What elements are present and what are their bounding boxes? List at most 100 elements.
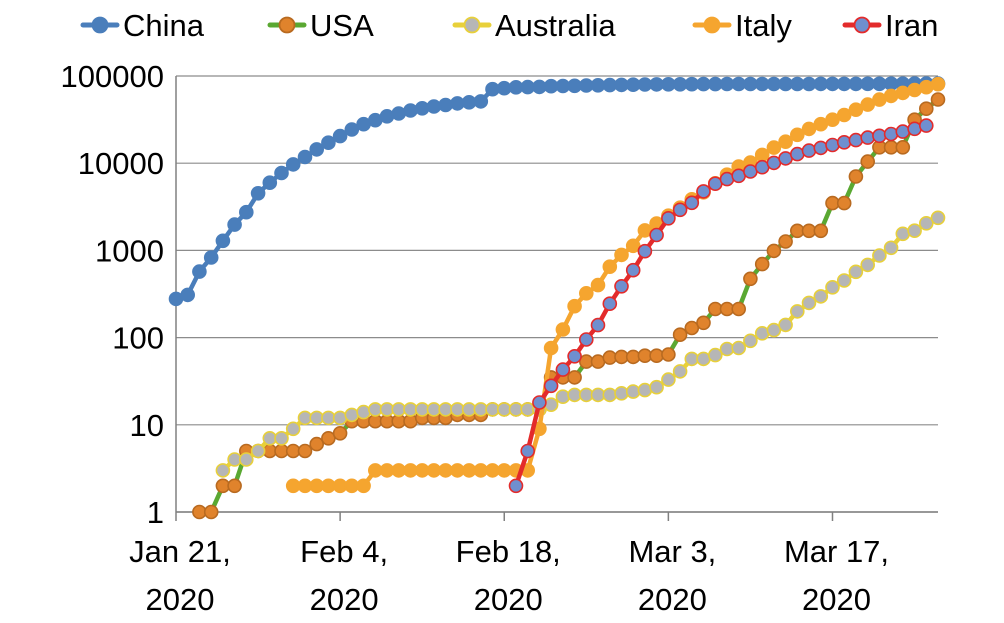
data-point-usa [895,140,911,155]
data-point-australia [860,257,876,273]
data-point-italy [883,88,899,104]
data-point-iran [555,362,571,377]
data-point-iran [872,128,887,144]
data-point-australia [356,404,371,420]
data-point-italy [356,478,371,494]
x-tick-label-line2: 2020 [802,582,871,617]
x-tick-label-line1: Jan 21, [129,534,231,569]
data-point-usa [918,101,934,116]
data-point-italy [848,102,864,117]
data-point-iran [590,317,606,333]
data-point-usa [332,425,348,441]
data-point-usa [766,243,782,259]
data-point-iran [836,135,852,150]
data-point-iran [614,278,629,294]
legend-item-iran: Iran [842,8,938,43]
data-point-australia [555,389,571,405]
data-point-australia [661,372,676,387]
data-point-australia [602,387,618,403]
data-point-usa [696,315,711,331]
data-point-australia [872,248,887,263]
data-point-usa [743,271,758,287]
data-point-iran [672,202,688,218]
series-australia [215,210,946,478]
data-point-usa [649,348,664,364]
data-point-china [379,109,395,124]
data-point-iran [684,195,700,211]
legend-item-china: China [80,8,205,43]
data-point-china [262,175,278,190]
legend: China USA Australia Italy Iran [80,8,938,43]
data-point-iran [883,126,899,142]
data-point-usa [754,256,770,272]
legend-swatch-marker [703,16,721,34]
legend-label: Italy [735,8,792,43]
data-point-iran [625,262,641,278]
data-point-usa [567,370,582,385]
data-point-italy [614,247,629,263]
data-point-iran [578,332,594,347]
data-point-china [180,287,195,303]
legend-item-australia: Australia [452,8,616,43]
data-point-italy [930,76,946,92]
data-point-iran [696,184,711,199]
data-point-italy [602,259,618,275]
x-tick-label-line1: Feb 18, [456,534,561,569]
data-point-australia [250,443,266,459]
data-point-italy [918,79,934,95]
data-point-australia [285,421,301,437]
data-point-iran [543,378,559,394]
data-point-italy [766,140,782,155]
data-point-china [192,264,207,279]
data-point-iran [895,124,911,139]
x-tick-label-line1: Mar 17, [784,534,889,569]
x-tick-label-line2: 2020 [146,582,215,617]
data-point-australia [274,430,289,446]
data-point-iran [508,478,524,494]
data-point-china [496,80,512,96]
legend-swatch-marker [463,16,481,34]
data-point-australia [907,223,922,238]
data-point-iran [602,296,618,312]
y-tick-label: 1 [147,495,164,530]
data-point-italy [836,107,852,123]
data-point-iran [848,132,864,148]
data-point-usa [731,301,747,317]
data-point-china [274,165,289,181]
axis-layer: 1 10 100 1000 10000 100000 Jan 21, 2020 Feb 4, 20… [61,59,938,617]
data-point-china [203,250,219,265]
data-point-australia [778,317,793,333]
legend-item-italy: Italy [692,8,792,43]
data-point-italy [567,298,582,314]
data-point-usa [684,320,700,336]
data-point-australia [707,347,723,363]
data-point-australia [766,322,782,338]
data-point-iran [813,140,829,156]
x-tick-label-line2: 2020 [638,582,707,617]
data-point-china [473,94,489,109]
data-point-china [414,101,430,116]
data-point-australia [895,226,911,242]
data-point-italy [543,340,559,356]
data-point-china [426,99,442,114]
data-point-australia [344,407,360,423]
data-point-usa [672,327,688,343]
series-layer [168,76,946,520]
data-point-usa [227,478,242,494]
data-point-iran [801,143,817,158]
y-tick-label: 100 [112,321,164,356]
data-point-australia [731,340,747,356]
data-point-australia [813,289,829,304]
legend-item-usa: USA [267,8,374,43]
data-point-australia [614,385,629,401]
data-point-usa [813,223,829,239]
data-point-iran [520,443,536,459]
data-point-china [239,204,254,220]
data-point-iran [637,243,653,259]
x-tick-label-line1: Mar 3, [628,534,716,569]
data-point-usa [297,443,313,459]
x-tick-label-line1: Feb 4, [300,534,388,569]
data-point-usa [860,154,876,169]
